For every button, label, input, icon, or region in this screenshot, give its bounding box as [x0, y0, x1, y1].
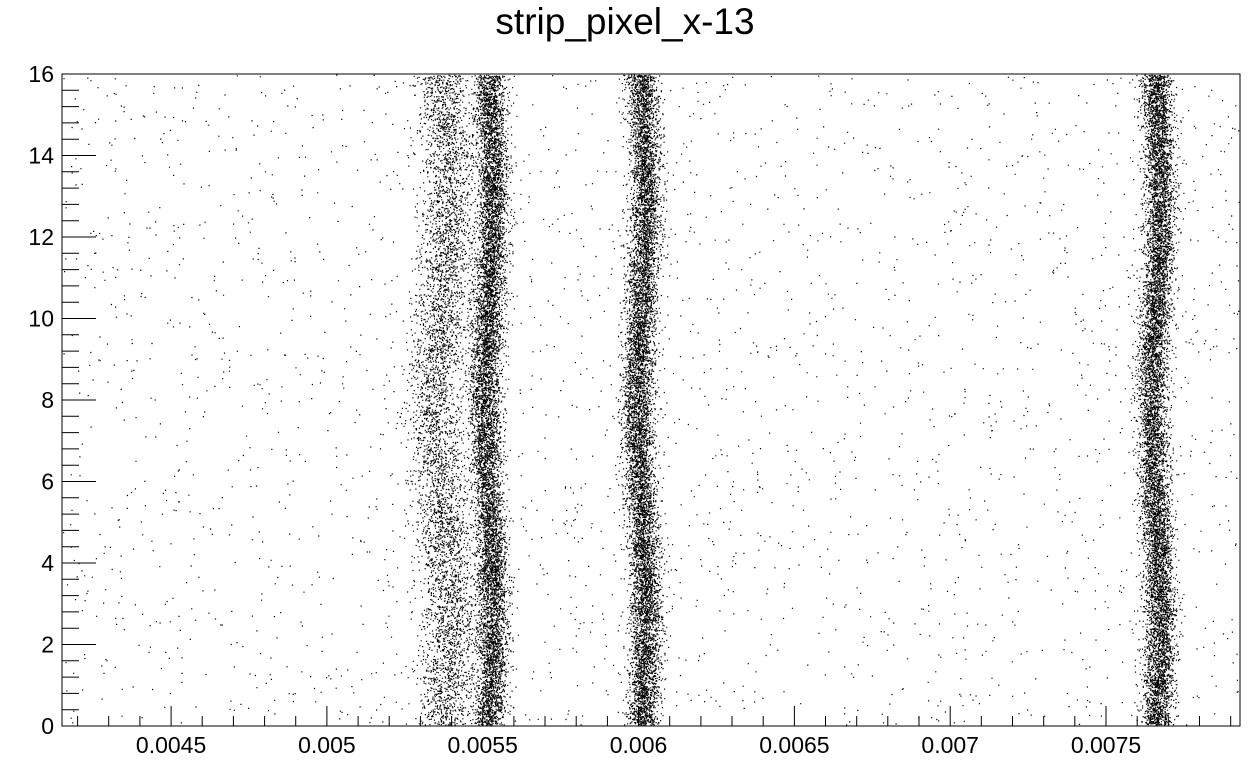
y-tick-label: 16 — [28, 61, 54, 87]
x-tick-label: 0.0055 — [448, 732, 518, 758]
y-tick-label: 12 — [28, 224, 54, 250]
x-tick-label: 0.006 — [610, 732, 668, 758]
x-tick-label: 0.0065 — [759, 732, 829, 758]
y-axis-ticks — [62, 73, 96, 727]
y-tick-label: 14 — [28, 143, 54, 169]
x-tick-label: 0.005 — [298, 732, 356, 758]
x-tick-label: 0.0045 — [136, 732, 206, 758]
y-tick-label: 8 — [41, 387, 54, 413]
x-tick-label: 0.007 — [921, 732, 979, 758]
x-axis-ticks — [77, 706, 1232, 726]
y-tick-label: 10 — [28, 306, 54, 332]
scatter-points — [62, 74, 1240, 726]
y-tick-label: 4 — [41, 550, 54, 576]
x-axis-tick-labels: 0.0045 0.005 0.0055 0.006 0.0065 0.007 0.0075 — [136, 732, 1141, 758]
x-tick-label: 0.0075 — [1071, 732, 1141, 758]
chart-title: strip_pixel_x-13 — [495, 1, 755, 42]
y-tick-label: 2 — [41, 632, 54, 658]
y-tick-label: 6 — [41, 469, 54, 495]
y-axis-tick-labels: 0 2 4 6 8 10 12 14 16 — [28, 61, 54, 739]
scatter-points-path — [62, 74, 1240, 726]
y-tick-label: 0 — [41, 713, 54, 739]
